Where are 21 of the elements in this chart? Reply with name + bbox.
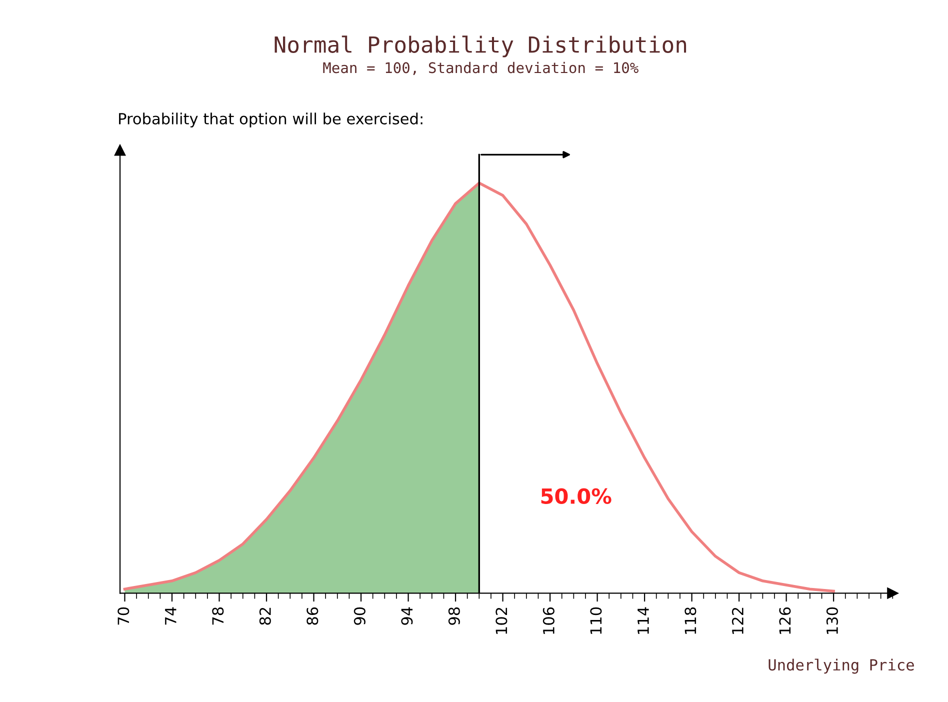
x-tick-label: 78 <box>212 607 224 625</box>
x-axis-title: Underlying Price <box>768 658 914 674</box>
x-tick-label: 98 <box>448 607 460 625</box>
x-tick-label: 70 <box>118 607 130 625</box>
annotation: 50.0% <box>541 488 612 504</box>
x-tick-label: 110 <box>590 607 602 634</box>
chart-title: Normal Probability Distribution <box>274 36 686 58</box>
x-tick-label: 114 <box>638 607 649 634</box>
x-tick-label: 102 <box>496 608 508 634</box>
x-tick-label: 86 <box>306 607 318 625</box>
x-tick-label: 106 <box>542 607 554 634</box>
x-tick-label: 126 <box>779 607 791 634</box>
y-axis-title: Probability that option will be exercised: <box>119 112 422 128</box>
x-tick-label: 82 <box>259 608 271 625</box>
x-tick-label: 74 <box>165 607 176 625</box>
x-tick-label: 90 <box>354 607 366 625</box>
x-tick-label: 122 <box>732 608 744 634</box>
x-tick-label: 130 <box>826 607 838 634</box>
x-tick-label: 94 <box>401 607 413 625</box>
x-tick-label: 118 <box>684 607 696 634</box>
chart-subtitle: Mean = 100, Standard deviation = 10% <box>323 62 638 76</box>
